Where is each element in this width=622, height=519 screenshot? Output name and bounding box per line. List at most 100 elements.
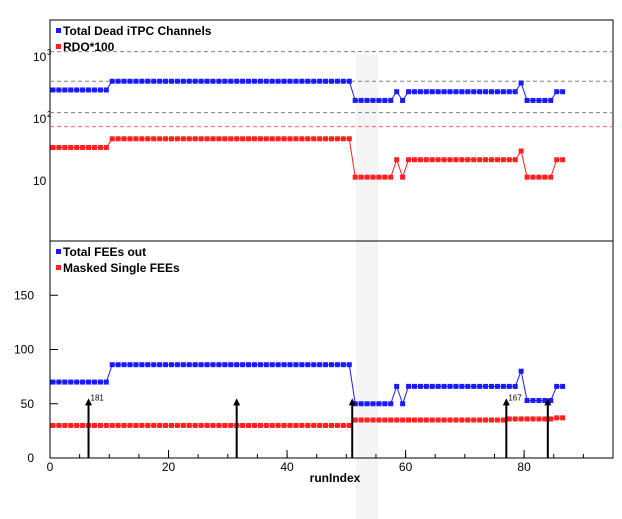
top-series-point (168, 78, 174, 84)
bottom-series-point (346, 362, 352, 368)
bottom-series-point (97, 379, 103, 385)
bottom-series-point (186, 422, 192, 428)
bottom-series-point (109, 422, 115, 428)
bottom-series-point (494, 417, 500, 423)
bottom-series-point (86, 379, 92, 385)
bottom-series-point (186, 362, 192, 368)
bottom-series-point (91, 379, 97, 385)
top-series-point (180, 136, 186, 142)
bottom-series-point (459, 417, 465, 423)
marker-arrow-head (85, 398, 93, 406)
bottom-series-point (269, 422, 275, 428)
top-series-point (352, 174, 358, 180)
top-series-point (299, 78, 305, 84)
bottom-series-point (358, 417, 364, 423)
top-series-point (311, 136, 317, 142)
top-series-point (246, 136, 252, 142)
bottom-series-point (435, 383, 441, 389)
bottom-series-point (192, 422, 198, 428)
top-series-point (151, 78, 157, 84)
bottom-series-point (329, 362, 334, 368)
bottom-series-point (228, 422, 234, 428)
top-series-point (251, 136, 257, 142)
bottom-series-point (293, 422, 299, 428)
top-series-point (506, 89, 512, 95)
top-y-tick-label: 10 (33, 112, 47, 126)
bottom-series-point (210, 362, 216, 368)
bottom-series-point (311, 422, 317, 428)
bottom-series-point (364, 417, 370, 423)
bottom-series-point (234, 362, 240, 368)
top-series-point (275, 136, 281, 142)
top-series-point (74, 87, 80, 93)
bottom-series-point (530, 416, 536, 422)
top-y-tick-exponent: 2 (47, 110, 52, 119)
top-series-point (406, 157, 412, 163)
top-series-point (56, 87, 62, 93)
bottom-series-point (340, 362, 346, 368)
top-series-point (109, 78, 115, 84)
top-series-point (216, 136, 222, 142)
x-axis-title: runIndex (310, 471, 361, 485)
top-series-point (376, 97, 382, 103)
top-series-point (204, 136, 210, 142)
bottom-series-point (477, 417, 483, 423)
bottom-series-point (453, 383, 459, 389)
bottom-series-point (56, 379, 62, 385)
bottom-series-point (483, 383, 489, 389)
top-y-tick-exponent: 3 (47, 48, 52, 57)
top-series-point (453, 157, 459, 163)
top-series-point (192, 78, 198, 84)
top-series-point (168, 136, 174, 142)
top-series-point (429, 89, 435, 95)
top-series-point (80, 87, 86, 93)
top-series-point (121, 136, 127, 142)
bottom-series-point (216, 422, 222, 428)
bottom-series-point (222, 362, 228, 368)
bottom-series-point (400, 401, 406, 407)
top-series-point (358, 97, 364, 103)
bottom-series-point (411, 417, 417, 423)
bottom-series-point (251, 422, 257, 428)
bottom-series-point (441, 417, 447, 423)
bottom-series-point (240, 362, 246, 368)
top-series-point (334, 136, 340, 142)
top-series-point (435, 157, 441, 163)
bottom-series-point (228, 362, 234, 368)
bottom-series-point (465, 417, 471, 423)
top-series-point (115, 78, 121, 84)
y-tick-label: 50 (21, 397, 35, 411)
top-y-tick-label: 10 (33, 174, 47, 188)
top-series-point (370, 174, 376, 180)
bottom-series-point (204, 422, 210, 428)
top-series-point (174, 136, 180, 142)
top-series-point (382, 174, 388, 180)
top-series-point (317, 78, 323, 84)
bottom-series-point (530, 397, 536, 403)
highlight-band (356, 55, 378, 519)
bottom-series-point (542, 416, 548, 422)
bottom-series-point (429, 383, 435, 389)
x-tick-label: 0 (47, 460, 54, 474)
top-y-tick-label: 10 (33, 50, 47, 64)
bottom-series-point (334, 422, 340, 428)
top-series-point (68, 87, 74, 93)
bottom-series-point (139, 362, 145, 368)
bottom-series-point (168, 422, 174, 428)
top-series-point (560, 89, 566, 95)
bottom-series-point (352, 401, 358, 407)
bottom-series-point (103, 422, 109, 428)
top-series-point (340, 136, 346, 142)
bottom-series-point (305, 362, 311, 368)
top-series-point (518, 148, 524, 154)
top-series-point (417, 157, 423, 163)
top-series-point (115, 136, 121, 142)
bottom-series-point (352, 417, 358, 423)
top-series-point (477, 89, 483, 95)
bottom-series-point (103, 379, 109, 385)
bottom-series-point (68, 422, 74, 428)
top-series-point (180, 78, 186, 84)
top-series-point (471, 157, 477, 163)
top-series-point (394, 89, 400, 95)
